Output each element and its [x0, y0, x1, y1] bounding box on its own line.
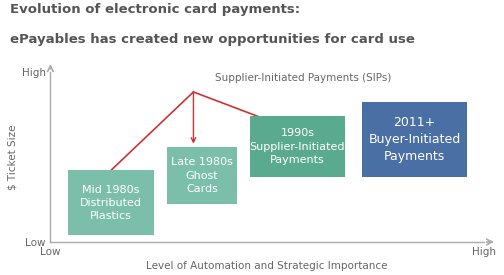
Text: Evolution of electronic card payments:: Evolution of electronic card payments: — [10, 3, 300, 16]
Text: Mid 1980s
Distributed
Plastics: Mid 1980s Distributed Plastics — [80, 185, 142, 221]
FancyBboxPatch shape — [362, 102, 467, 177]
Text: ePayables has created new opportunities for card use: ePayables has created new opportunities … — [10, 33, 415, 46]
Y-axis label: $ Ticket Size: $ Ticket Size — [8, 124, 17, 189]
Text: Supplier-Initiated Payments (SIPs): Supplier-Initiated Payments (SIPs) — [215, 73, 392, 83]
Text: Late 1980s
Ghost
Cards: Late 1980s Ghost Cards — [171, 157, 233, 194]
X-axis label: Level of Automation and Strategic Importance: Level of Automation and Strategic Import… — [146, 261, 388, 271]
FancyBboxPatch shape — [250, 116, 345, 177]
FancyBboxPatch shape — [68, 170, 154, 235]
Text: 1990s
Supplier-Initiated
Payments: 1990s Supplier-Initiated Payments — [249, 128, 345, 165]
Text: 2011+
Buyer-Initiated
Payments: 2011+ Buyer-Initiated Payments — [368, 116, 461, 163]
FancyBboxPatch shape — [167, 147, 237, 205]
